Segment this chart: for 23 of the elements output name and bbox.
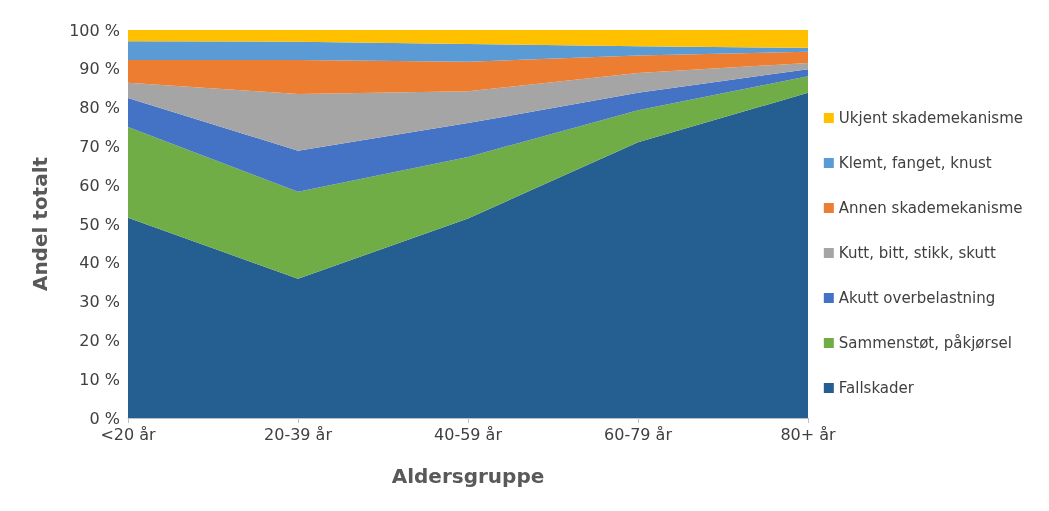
y-tick-label: 80 % bbox=[79, 98, 120, 118]
y-tick-label: 70 % bbox=[79, 136, 120, 156]
legend-label: Sammenstøt, påkjørsel bbox=[838, 334, 1012, 352]
y-tick-label: 40 % bbox=[79, 253, 120, 273]
x-tick-label: 80+ år bbox=[780, 424, 837, 444]
y-tick-label: 100 % bbox=[69, 20, 120, 40]
legend-label: Ukjent skademekanisme bbox=[838, 109, 1024, 127]
y-axis-title: Andel totalt bbox=[28, 156, 52, 292]
y-tick-label: 30 % bbox=[79, 292, 120, 312]
legend-label: Klemt, fanget, knust bbox=[838, 154, 992, 172]
x-axis-title: Aldersgruppe bbox=[391, 464, 545, 488]
y-tick-label: 50 % bbox=[79, 214, 120, 234]
legend-label: Kutt, bitt, stikk, skutt bbox=[838, 244, 996, 262]
legend-label: Annen skademekanisme bbox=[838, 199, 1023, 217]
x-tick-label: 60-79 år bbox=[604, 424, 673, 444]
x-tick-label: 40-59 år bbox=[434, 424, 503, 444]
y-tick-label: 10 % bbox=[79, 369, 120, 389]
y-tick-label: 90 % bbox=[79, 59, 120, 79]
y-tick-label: 20 % bbox=[79, 330, 120, 350]
y-tick-label: 60 % bbox=[79, 175, 120, 195]
x-tick-label: 20-39 år bbox=[264, 424, 333, 444]
legend-label: Akutt overbelastning bbox=[838, 289, 996, 307]
legend-label: Fallskader bbox=[838, 379, 915, 397]
